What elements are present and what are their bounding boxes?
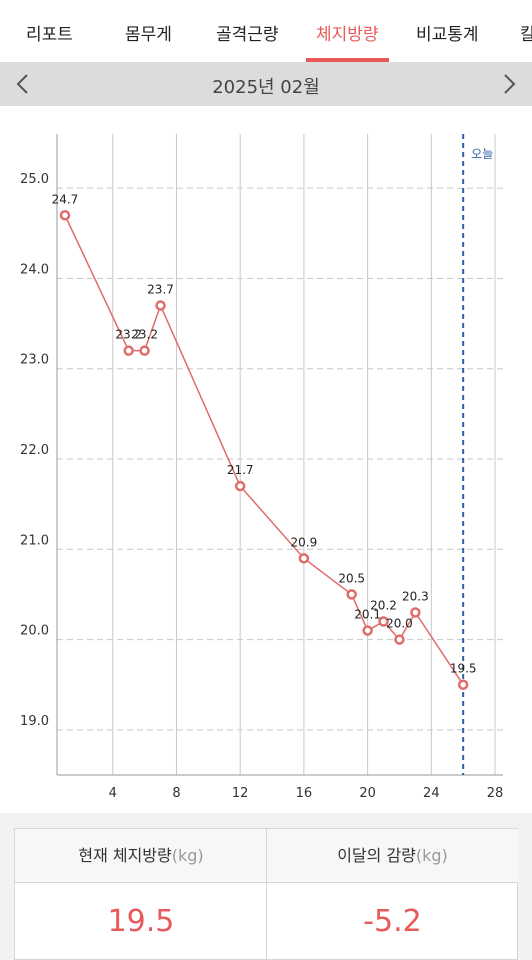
- monthly-loss-label: 이달의 감량: [337, 846, 416, 865]
- data-label: 23.7: [147, 283, 174, 297]
- data-label: 20.1: [354, 608, 381, 622]
- tab-more[interactable]: 칼: [520, 25, 532, 45]
- current-body-fat-label: 현재 체지방량: [78, 846, 172, 865]
- data-point: [394, 634, 405, 645]
- monthly-loss-value: -5.2: [266, 883, 518, 960]
- current-body-fat-value: 19.5: [107, 904, 175, 939]
- y-tick-label: 19.0: [20, 714, 49, 729]
- x-tick-label: 24: [423, 786, 440, 801]
- y-tick-label: 23.0: [20, 353, 49, 368]
- data-point: [378, 616, 389, 627]
- data-label: 20.2: [370, 599, 397, 613]
- month-title: 2025년 02월: [212, 77, 320, 98]
- y-tick-label: 24.0: [20, 262, 49, 277]
- data-label: 20.9: [291, 535, 318, 549]
- tab-compare-stats[interactable]: 비교통계: [416, 25, 479, 45]
- data-label: 19.5: [450, 662, 477, 676]
- today-label: 오늘: [471, 147, 493, 161]
- line-chart: 19.0 20.0 21.0 22.0 23.0 24.0 25.0 4 8 12 16 20 24 28…: [20, 134, 504, 801]
- body-fat-chart: 19.0 20.0 21.0 22.0 23.0 24.0 25.0 4 8 12 16 20 24 28…: [0, 106, 532, 813]
- tab-skeletal-muscle[interactable]: 골격근량: [216, 25, 279, 45]
- x-tick-label: 4: [109, 786, 117, 801]
- month-navigation: 2025년 02월: [0, 62, 532, 106]
- data-point: [234, 480, 246, 492]
- data-point: [139, 345, 150, 356]
- x-tick-label: 16: [296, 786, 313, 801]
- prev-month-button[interactable]: [10, 71, 36, 97]
- data-label: 21.7: [227, 463, 254, 477]
- current-body-fat-header: 현재 체지방량(kg): [15, 829, 267, 883]
- y-tick-label: 20.0: [20, 624, 49, 639]
- x-tick-label: 28: [487, 786, 504, 801]
- x-tick-label: 12: [232, 786, 249, 801]
- y-tick-label: 21.0: [20, 533, 49, 548]
- data-point: [457, 679, 469, 690]
- next-month-button[interactable]: [496, 71, 522, 97]
- current-body-fat-unit: (kg): [171, 846, 204, 865]
- chevron-right-icon: [504, 74, 516, 94]
- data-label: 20.5: [338, 571, 365, 585]
- data-point: [298, 553, 310, 564]
- data-label: 24.7: [52, 192, 79, 206]
- x-tick-label: 8: [172, 786, 180, 801]
- y-tick-label: 25.0: [20, 172, 49, 187]
- data-point: [346, 589, 357, 600]
- data-label: 20.0: [386, 617, 413, 631]
- monthly-loss-header: 이달의 감량(kg): [266, 829, 518, 883]
- data-label: 20.3: [402, 589, 429, 603]
- series-line: [64, 214, 464, 686]
- tab-weight[interactable]: 몸무게: [125, 25, 172, 45]
- monthly-loss-unit: (kg): [415, 846, 448, 865]
- data-point: [59, 210, 71, 221]
- data-point: [362, 625, 373, 636]
- x-tick-label: 20: [359, 786, 376, 801]
- data-point: [123, 345, 134, 356]
- active-tab-indicator: [306, 58, 389, 62]
- stats-table: 현재 체지방량(kg) 이달의 감량(kg) 19.5 -5.2: [14, 828, 518, 960]
- data-label: 23.2: [115, 328, 142, 342]
- tab-bar: 리포트 몸무게 골격근량 체지방량 비교통계 칼: [0, 0, 532, 62]
- data-point: [155, 300, 166, 311]
- tab-report[interactable]: 리포트: [26, 25, 73, 45]
- tab-body-fat[interactable]: 체지방량: [316, 25, 379, 45]
- y-tick-label: 22.0: [20, 443, 49, 458]
- data-label: 23.2: [131, 328, 158, 342]
- data-point: [410, 607, 421, 618]
- chevron-left-icon: [16, 74, 28, 94]
